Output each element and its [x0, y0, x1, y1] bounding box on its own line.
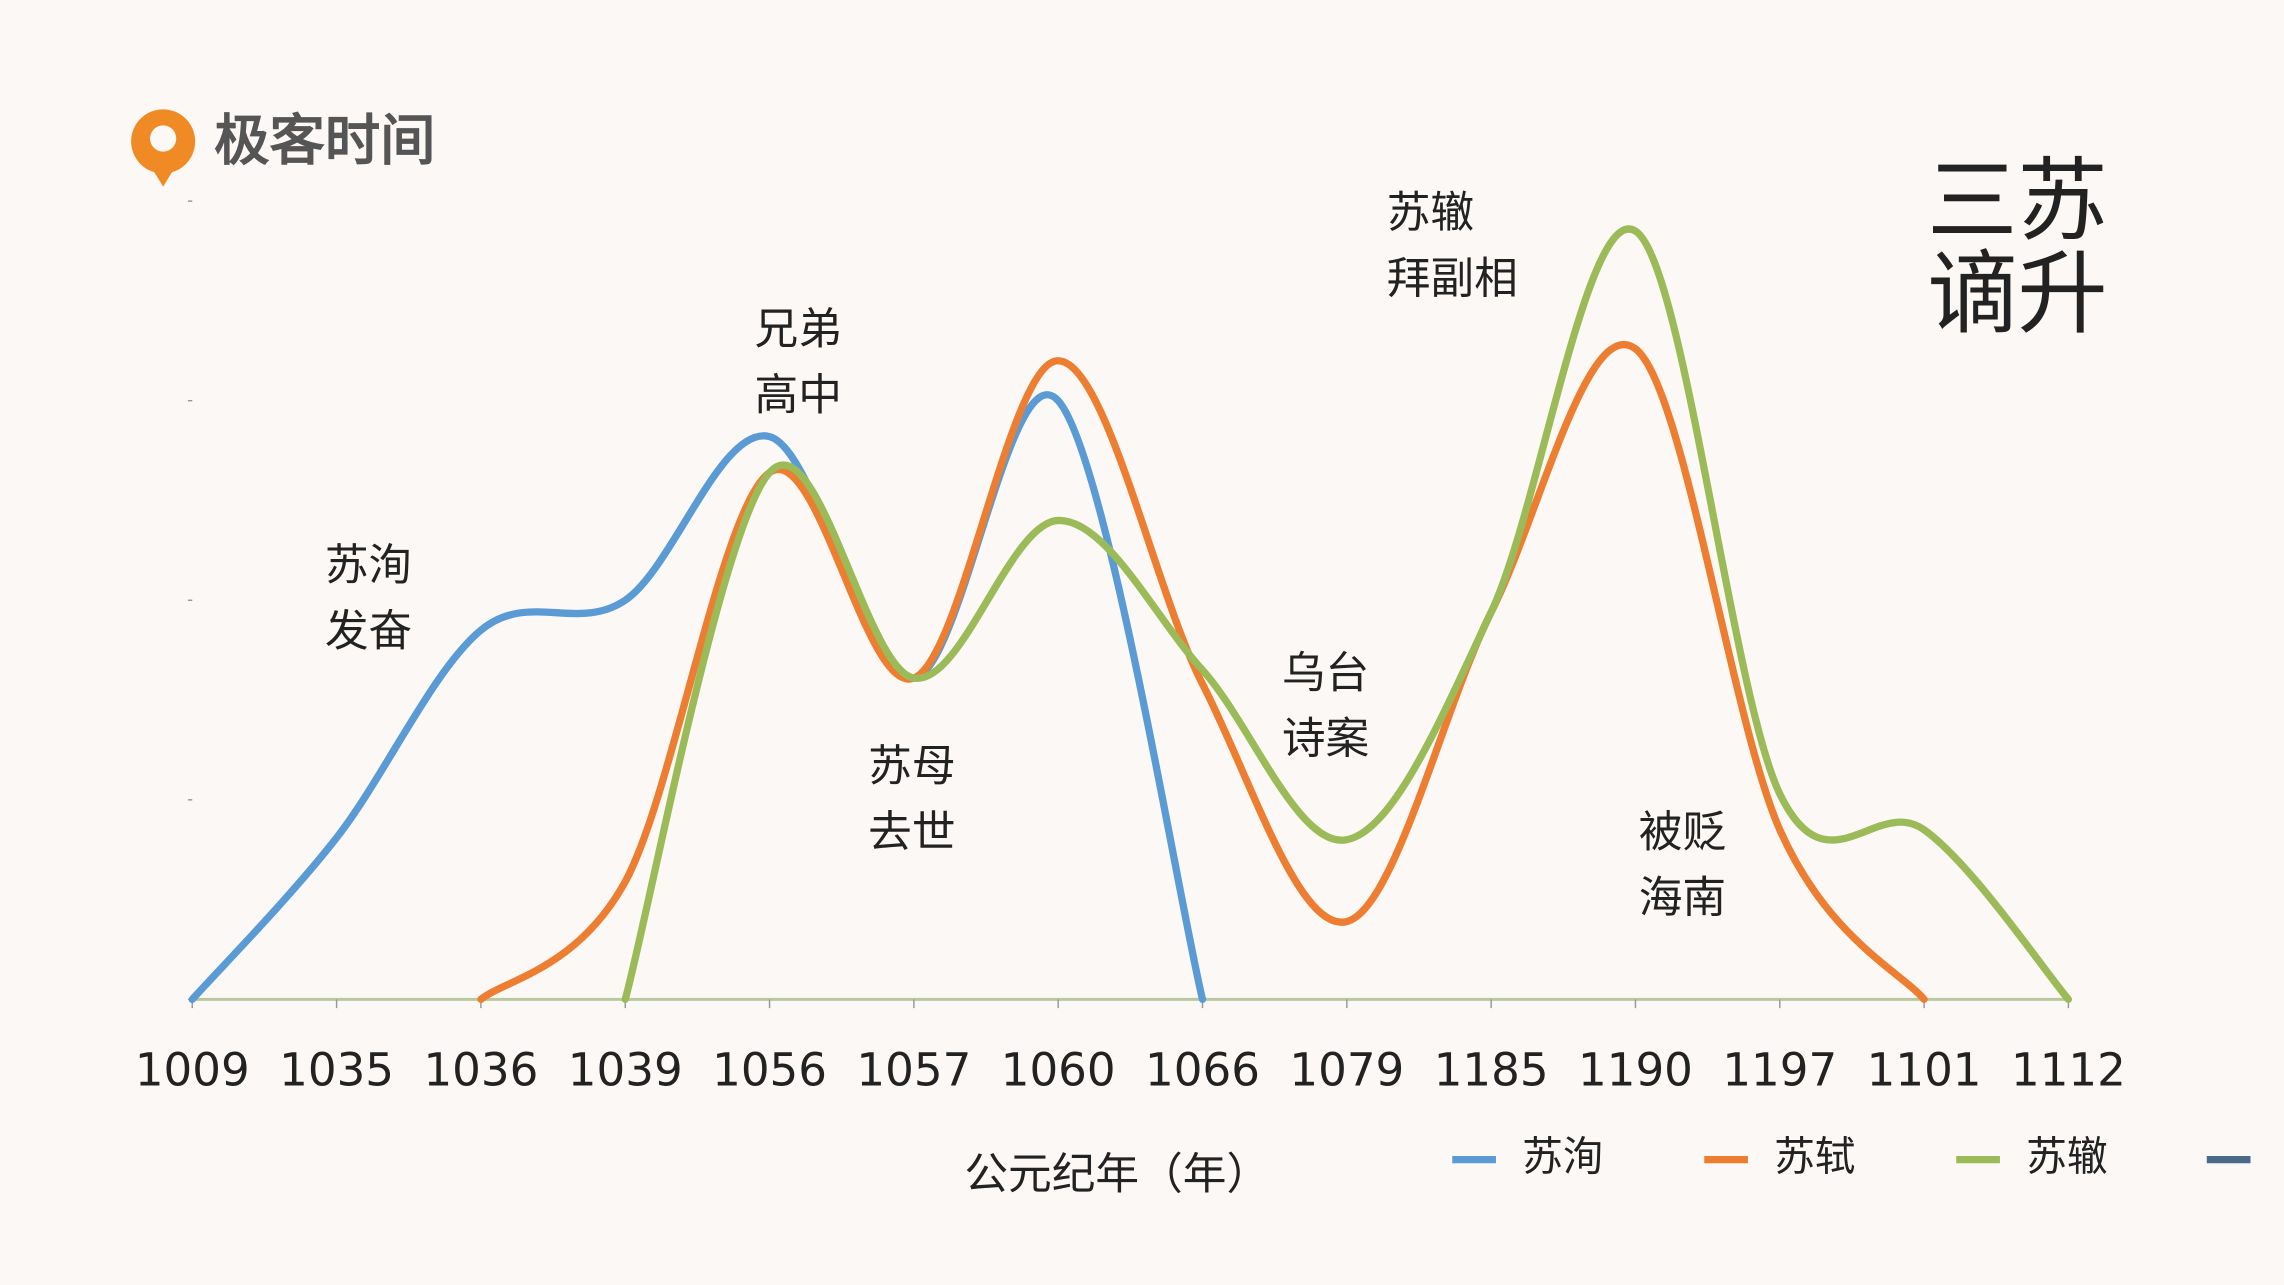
legend-label: 苏轼 [1774, 1133, 1856, 1181]
x-tick-label: 1079 [1289, 1044, 1404, 1097]
x-tick-label: 1112 [2011, 1044, 2126, 1097]
x-tick-label: 1190 [1578, 1044, 1693, 1097]
series-line [477, 341, 1928, 1004]
logo-icon-hole [150, 125, 177, 152]
annotation: 苏洵 [325, 540, 412, 591]
series-line [621, 225, 2073, 1004]
logo: 极客时间 [131, 109, 436, 187]
x-tick-label: 1185 [1434, 1044, 1549, 1097]
x-tick-label: 1066 [1145, 1044, 1260, 1097]
annotation: 高中 [755, 370, 842, 421]
annotation: 兄弟 [755, 304, 842, 355]
annotation: 被贬 [1639, 807, 1726, 858]
logo-icon-tail [151, 167, 175, 187]
x-tick-label: 1057 [856, 1044, 971, 1097]
brand: 极客时间 [214, 109, 435, 173]
chart-title: 谪升 [1927, 242, 2108, 347]
annotation: 苏辙 [1387, 188, 1474, 239]
annotation: 海南 [1639, 872, 1726, 923]
annotation: 苏母 [868, 741, 955, 792]
annotation: 去世 [868, 807, 955, 858]
x-tick-label: 1009 [135, 1044, 250, 1097]
x-tick-label: 1060 [1001, 1044, 1116, 1097]
x-tick-label: 1197 [1722, 1044, 1837, 1097]
annotation: 诗案 [1282, 714, 1369, 765]
x-tick-label: 1039 [568, 1044, 683, 1097]
legend-label: 苏辙 [2026, 1133, 2108, 1181]
x-tick-label: 1036 [423, 1044, 538, 1097]
legend-label: 苏洵 [1522, 1133, 1604, 1181]
annotation: 乌台 [1282, 648, 1369, 699]
x-axis-label: 公元纪年（年） [964, 1149, 1270, 1200]
x-tick-label: 1101 [1867, 1044, 1982, 1097]
x-tick-label: 1056 [712, 1044, 827, 1097]
annotation: 拜副相 [1387, 253, 1518, 304]
series-line [188, 391, 1207, 1004]
chart-title: 三苏 [1927, 149, 2108, 254]
annotation: 发奋 [325, 606, 412, 657]
x-tick-label: 1035 [279, 1044, 394, 1097]
